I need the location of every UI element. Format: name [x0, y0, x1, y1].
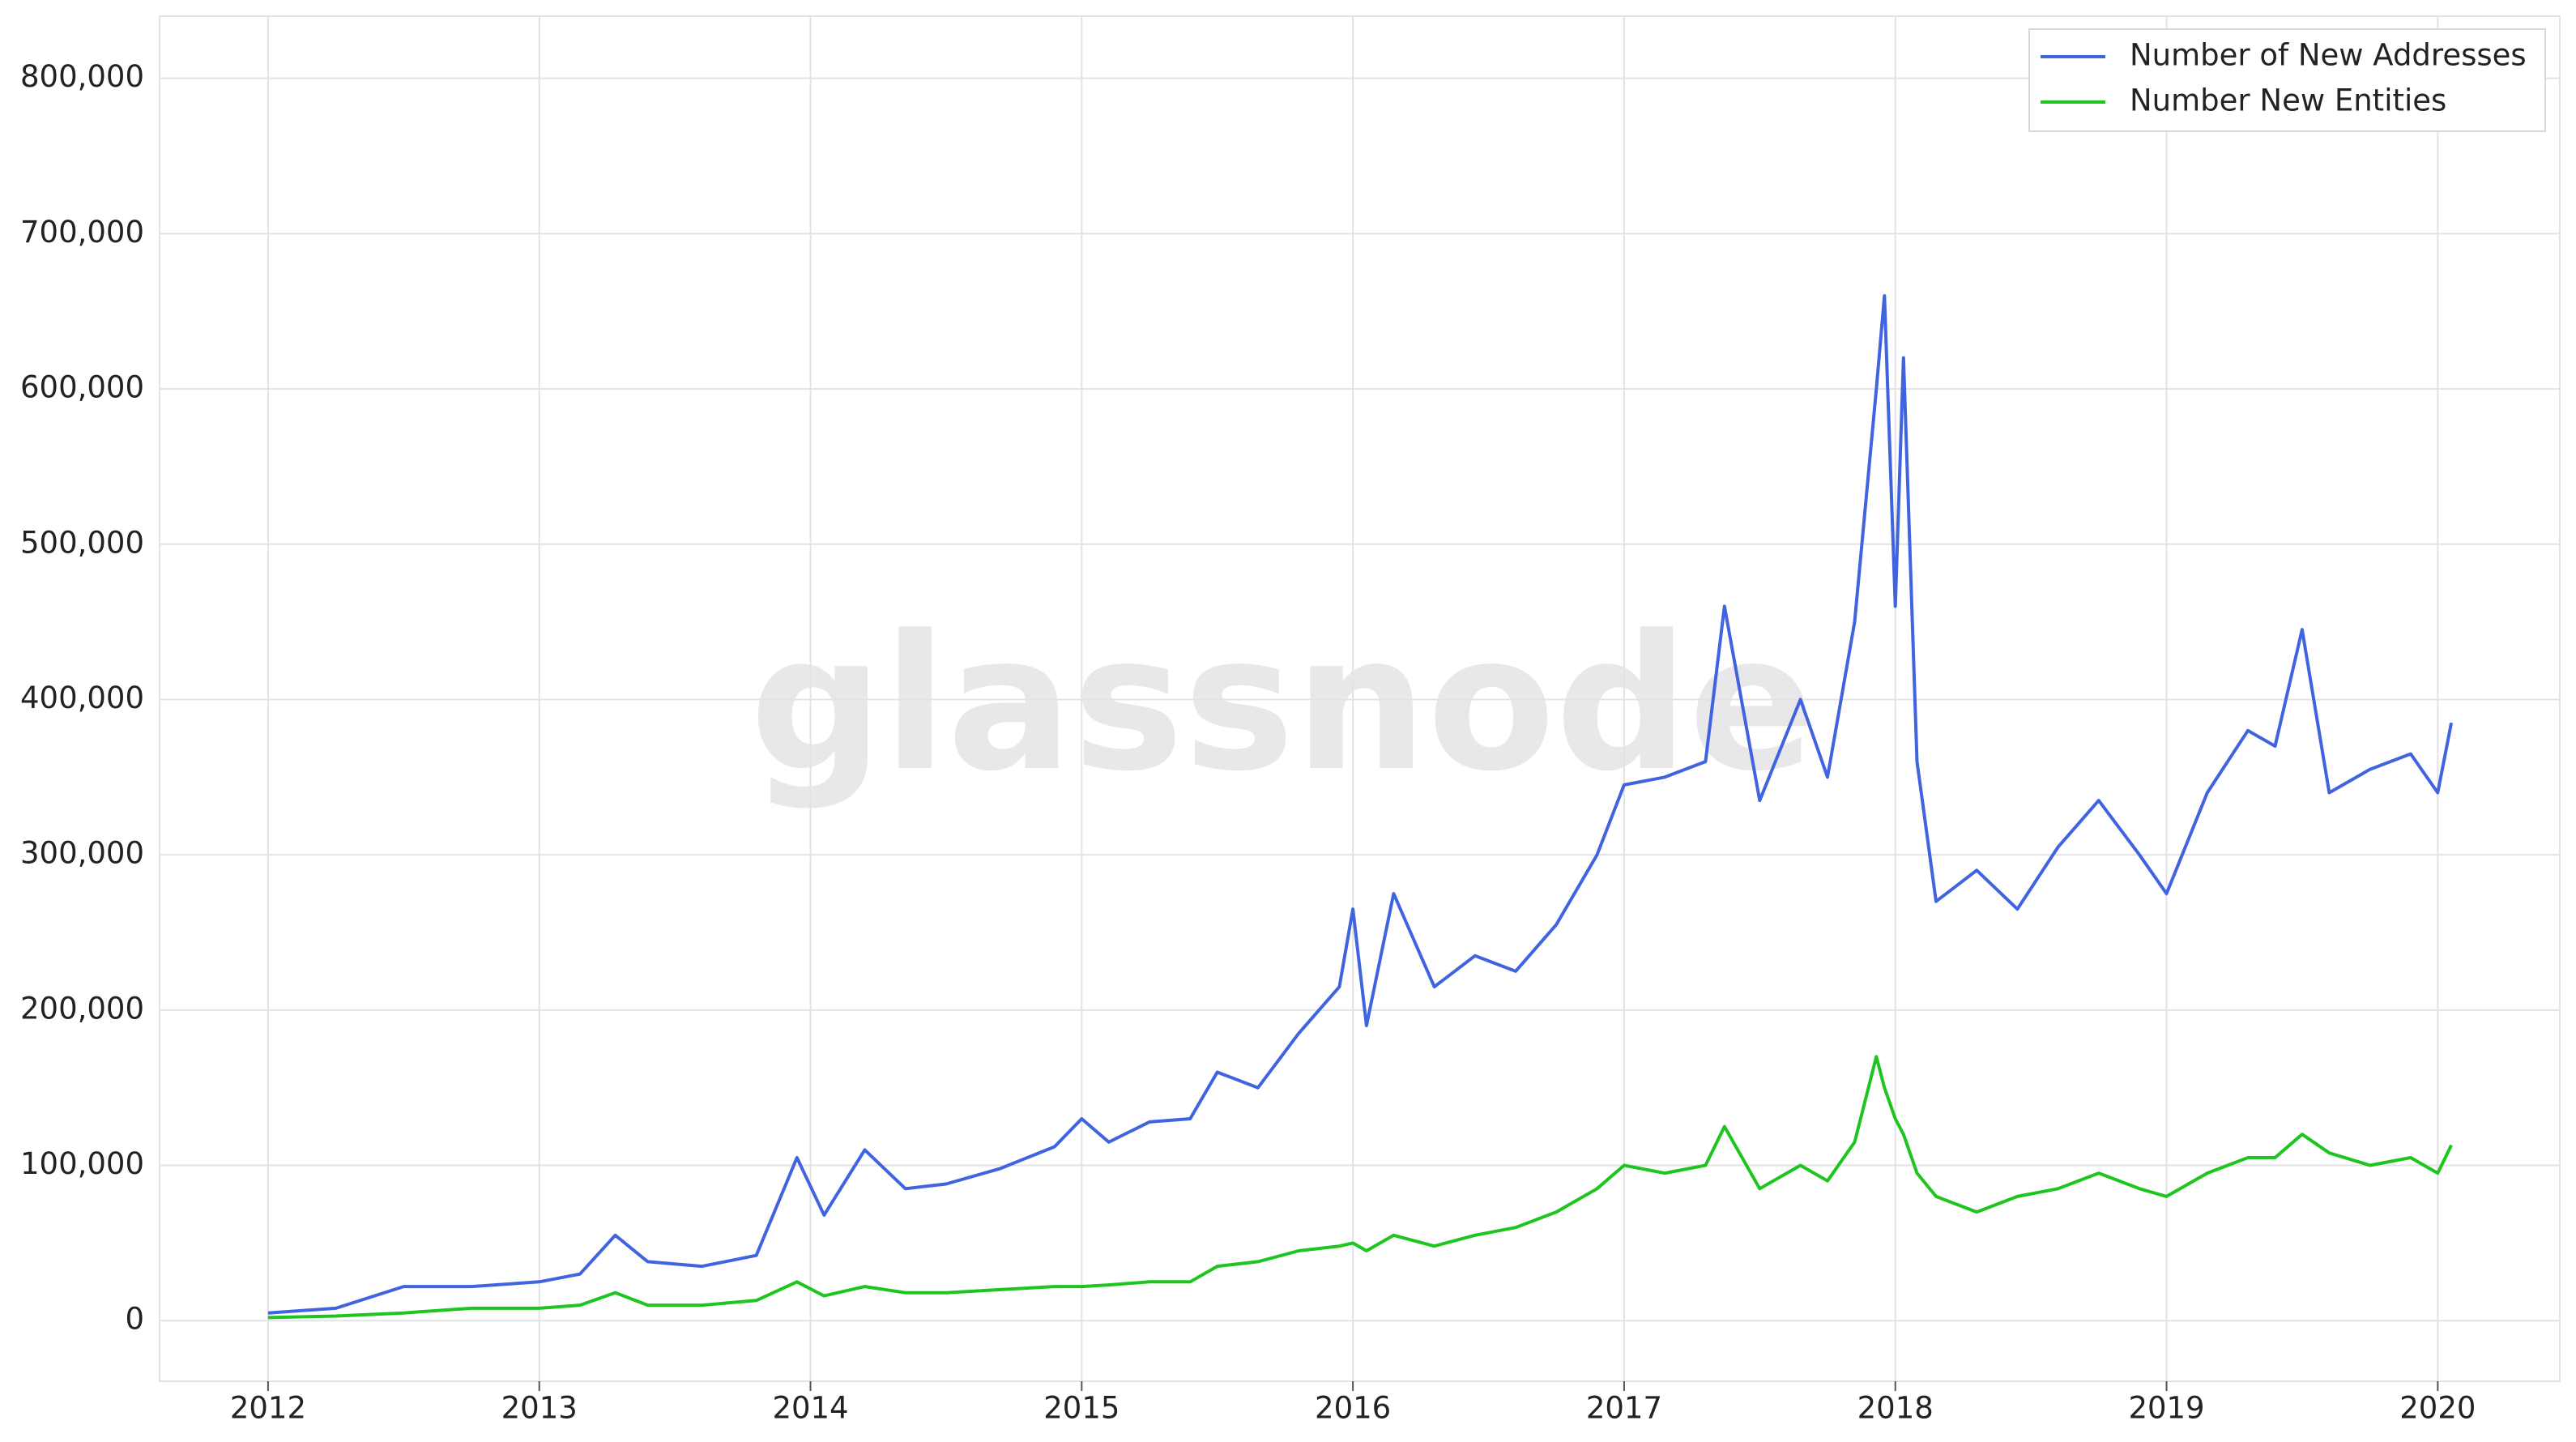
x-tick-label: 2018: [1857, 1391, 1934, 1426]
y-tick-label: 800,000: [20, 59, 144, 94]
series-line: [267, 1055, 2453, 1320]
y-tick-label: 100,000: [20, 1146, 144, 1181]
x-tick-label: 2017: [1586, 1391, 1662, 1426]
y-tick-label: 0: [125, 1302, 144, 1337]
watermark: glassnode: [750, 596, 1815, 813]
y-tick-label: 400,000: [20, 680, 144, 715]
y-tick-label: 200,000: [20, 991, 144, 1026]
y-tick-label: 300,000: [20, 836, 144, 871]
x-tick-label: 2020: [2399, 1391, 2476, 1426]
y-tick-label: 600,000: [20, 370, 144, 405]
y-tick-label: 700,000: [20, 215, 144, 250]
x-tick-label: 2016: [1315, 1391, 1391, 1426]
x-tick-label: 2015: [1043, 1391, 1120, 1426]
series-line: [267, 294, 2454, 1315]
y-tick-label: 500,000: [20, 525, 144, 560]
x-tick-label: 2014: [772, 1391, 848, 1426]
legend-label: Number New Entities: [2130, 83, 2446, 118]
x-tick-label: 2019: [2128, 1391, 2204, 1426]
x-tick-label: 2013: [501, 1391, 578, 1426]
x-tick-label: 2012: [230, 1391, 306, 1426]
legend-box: [2028, 28, 2546, 132]
legend-label: Number of New Addresses: [2130, 38, 2527, 73]
